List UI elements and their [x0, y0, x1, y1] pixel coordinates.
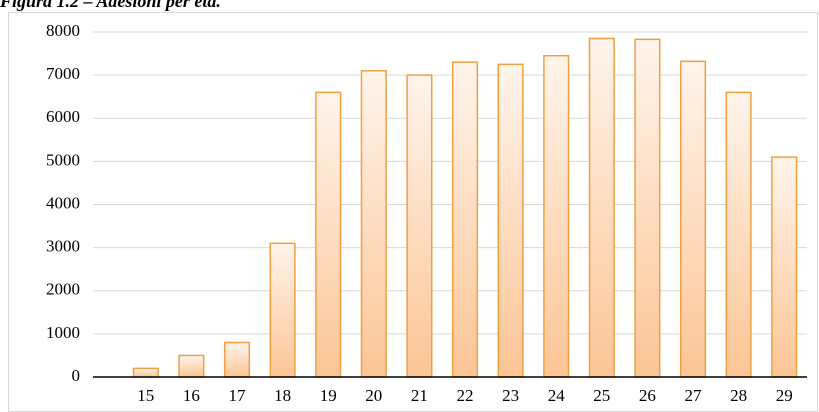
bar — [269, 242, 296, 378]
x-tick-label: 20 — [365, 386, 382, 405]
bar — [725, 91, 752, 378]
x-tick-label: 26 — [639, 386, 656, 405]
bar — [497, 63, 524, 378]
y-tick-label: 2000 — [46, 280, 80, 299]
x-tick-label: 22 — [457, 386, 474, 405]
y-tick-label: 7000 — [46, 64, 80, 83]
x-tick-label: 19 — [320, 386, 337, 405]
bar — [315, 91, 342, 378]
x-tick-label: 24 — [548, 386, 566, 405]
x-tick-label: 27 — [685, 386, 703, 405]
x-tick-label: 28 — [730, 386, 747, 405]
y-tick-label: 5000 — [46, 150, 80, 169]
bar — [360, 70, 387, 378]
y-tick-label: 6000 — [46, 107, 80, 126]
x-tick-label: 29 — [776, 386, 793, 405]
bar — [679, 60, 707, 378]
x-tick-label: 16 — [183, 386, 200, 405]
y-tick-label: 0 — [72, 366, 81, 385]
bar — [543, 54, 570, 378]
x-tick-label: 18 — [274, 386, 291, 405]
x-tick-label: 17 — [229, 386, 247, 405]
y-tick-label: 3000 — [46, 237, 80, 256]
bar — [634, 38, 661, 378]
y-tick-label: 4000 — [46, 193, 80, 212]
chart-title: Figura 1.2 – Adesioni per età. — [0, 0, 221, 11]
x-tick-label: 23 — [502, 386, 519, 405]
bar — [771, 156, 798, 378]
bar — [178, 354, 205, 378]
bar — [132, 367, 159, 378]
bar — [406, 74, 433, 378]
y-tick-label: 1000 — [46, 323, 80, 342]
x-tick-label: 21 — [411, 386, 428, 405]
bar — [223, 341, 251, 378]
x-tick-label: 15 — [137, 386, 154, 405]
bar — [451, 61, 479, 378]
x-tick-label: 25 — [593, 386, 610, 405]
y-tick-label: 8000 — [46, 21, 80, 40]
bar — [588, 37, 615, 378]
